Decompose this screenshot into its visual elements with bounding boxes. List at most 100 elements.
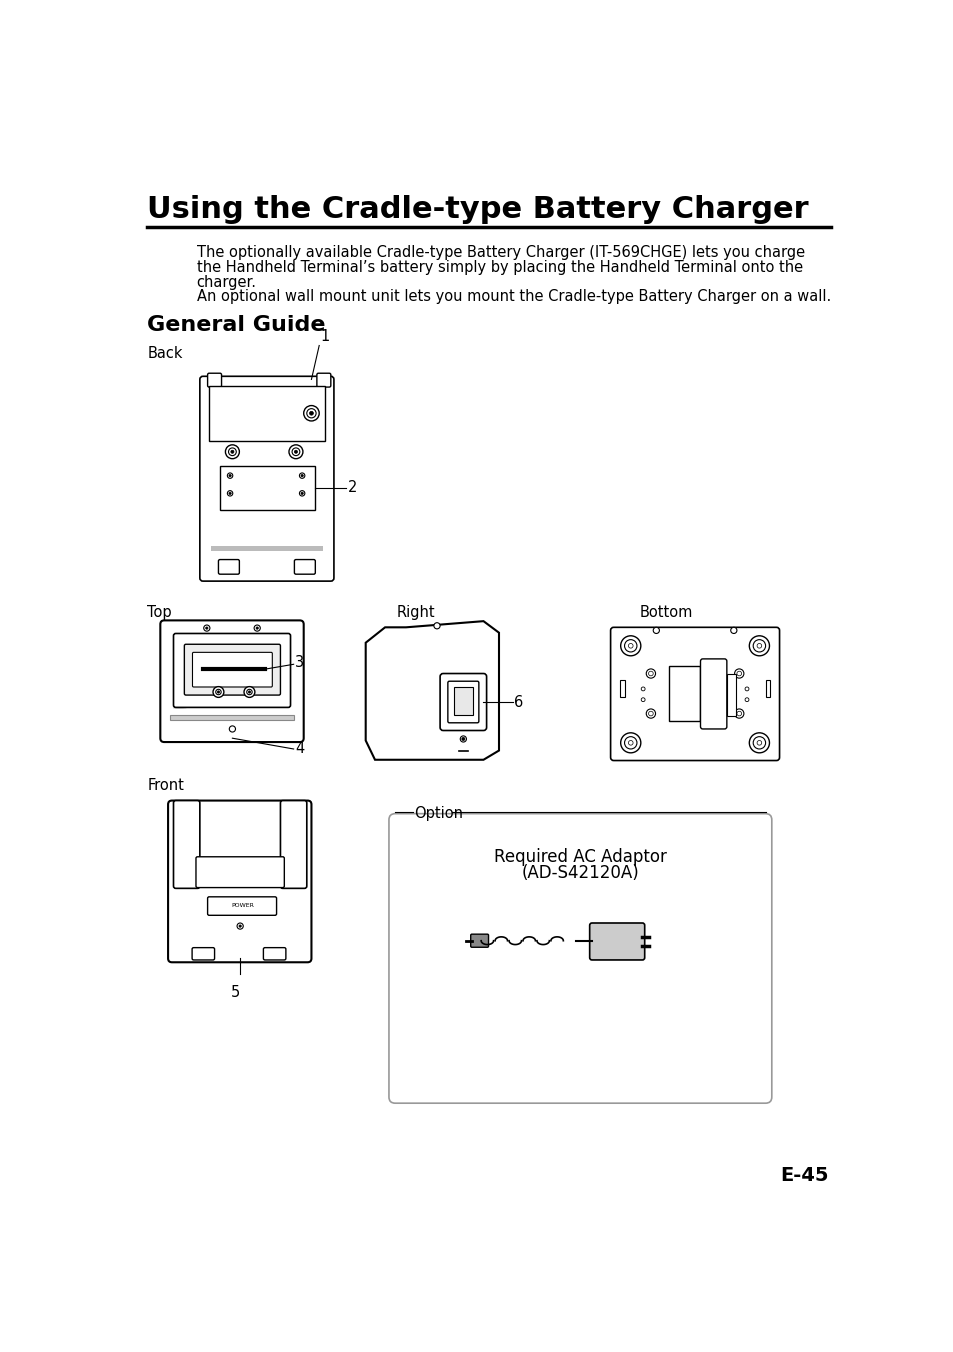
Bar (619, 680, 624, 696)
Circle shape (247, 690, 252, 695)
Bar (454, 687, 472, 715)
Circle shape (736, 671, 740, 676)
Circle shape (624, 639, 637, 652)
Text: the Handheld Terminal’s battery simply by placing the Handheld Terminal onto the: the Handheld Terminal’s battery simply b… (196, 260, 802, 274)
FancyBboxPatch shape (610, 627, 779, 761)
Circle shape (303, 406, 319, 420)
Circle shape (757, 741, 760, 745)
Circle shape (307, 408, 315, 418)
Circle shape (744, 698, 748, 702)
Circle shape (461, 737, 464, 741)
Text: Top: Top (147, 604, 172, 621)
Circle shape (734, 669, 743, 679)
Bar (211, 546, 323, 552)
Text: Front: Front (147, 779, 184, 794)
FancyBboxPatch shape (700, 658, 726, 729)
Circle shape (231, 450, 233, 453)
FancyBboxPatch shape (173, 800, 199, 888)
FancyBboxPatch shape (173, 634, 291, 707)
Circle shape (648, 711, 653, 715)
Circle shape (744, 687, 748, 691)
Circle shape (648, 671, 653, 676)
Circle shape (215, 690, 221, 695)
FancyBboxPatch shape (280, 800, 307, 888)
FancyBboxPatch shape (470, 934, 488, 948)
Text: 2: 2 (348, 480, 356, 495)
Circle shape (294, 450, 297, 453)
Text: E-45: E-45 (780, 1165, 828, 1184)
Text: charger.: charger. (196, 274, 256, 289)
Circle shape (239, 925, 241, 927)
Text: 6: 6 (514, 695, 523, 710)
Circle shape (748, 635, 769, 656)
Circle shape (227, 491, 233, 496)
Circle shape (229, 448, 236, 456)
FancyBboxPatch shape (168, 800, 311, 963)
Circle shape (299, 491, 305, 496)
Circle shape (459, 735, 466, 742)
Circle shape (620, 733, 640, 753)
Circle shape (645, 708, 655, 718)
Circle shape (734, 708, 743, 718)
Circle shape (248, 691, 251, 694)
Text: POWER: POWER (231, 903, 253, 909)
Circle shape (206, 627, 208, 629)
FancyBboxPatch shape (439, 673, 486, 730)
Circle shape (301, 475, 303, 477)
Circle shape (204, 625, 210, 631)
Circle shape (640, 698, 644, 702)
Circle shape (229, 726, 235, 731)
Text: 5: 5 (231, 986, 240, 1000)
FancyBboxPatch shape (263, 948, 286, 960)
Circle shape (255, 627, 258, 629)
Circle shape (753, 737, 765, 749)
FancyBboxPatch shape (447, 681, 478, 723)
Text: Back: Back (147, 346, 182, 361)
FancyBboxPatch shape (208, 896, 276, 915)
Text: General Guide: General Guide (147, 315, 325, 335)
Polygon shape (365, 621, 498, 760)
Circle shape (253, 625, 260, 631)
Bar (726, 673, 736, 715)
Bar (669, 665, 700, 721)
Text: Required AC Adaptor: Required AC Adaptor (494, 848, 666, 867)
Circle shape (217, 691, 219, 694)
Circle shape (736, 711, 740, 715)
Circle shape (757, 644, 760, 648)
Circle shape (753, 639, 765, 652)
FancyBboxPatch shape (589, 923, 644, 960)
FancyBboxPatch shape (316, 373, 331, 387)
FancyBboxPatch shape (193, 653, 272, 687)
Circle shape (434, 623, 439, 629)
Circle shape (309, 411, 313, 415)
FancyBboxPatch shape (218, 560, 239, 575)
Circle shape (236, 923, 243, 929)
Text: Bottom: Bottom (639, 604, 693, 621)
Text: 4: 4 (294, 741, 304, 757)
Bar (765, 680, 769, 696)
FancyBboxPatch shape (199, 376, 334, 581)
Circle shape (292, 448, 299, 456)
Circle shape (225, 445, 239, 458)
Circle shape (628, 644, 633, 648)
Circle shape (229, 475, 231, 477)
Bar (220, 465, 314, 510)
FancyBboxPatch shape (160, 621, 303, 742)
Circle shape (730, 627, 736, 634)
Circle shape (213, 687, 224, 698)
Bar (171, 715, 294, 721)
Text: (AD-S42120A): (AD-S42120A) (521, 864, 639, 882)
FancyBboxPatch shape (184, 645, 280, 695)
Circle shape (301, 492, 303, 495)
Circle shape (640, 687, 644, 691)
Circle shape (620, 635, 640, 656)
Bar (209, 385, 324, 441)
Circle shape (645, 669, 655, 679)
Circle shape (653, 627, 659, 634)
Text: Option: Option (415, 806, 463, 821)
Text: Using the Cradle-type Battery Charger: Using the Cradle-type Battery Charger (147, 195, 808, 223)
Circle shape (299, 473, 305, 479)
Wedge shape (172, 699, 186, 708)
Circle shape (628, 741, 633, 745)
Circle shape (748, 733, 769, 753)
